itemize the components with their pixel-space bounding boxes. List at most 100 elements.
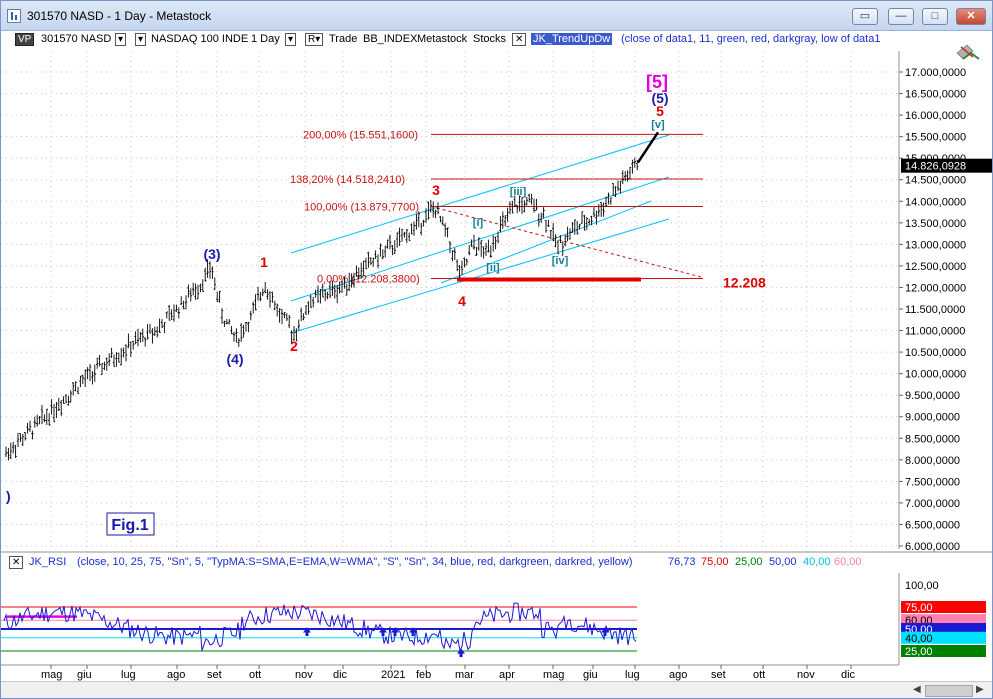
time-tick-label: mag bbox=[543, 669, 564, 681]
symbol-dropdown[interactable]: ▾ bbox=[115, 33, 127, 46]
wave-label-w2: 2 bbox=[290, 338, 298, 354]
indicator-name[interactable]: JK_TrendUpDw bbox=[531, 33, 613, 45]
rsi-level-tag bbox=[901, 601, 986, 613]
price-bar bbox=[470, 239, 473, 248]
price-bar bbox=[537, 213, 540, 227]
price-tick-label: 9.500,0000 bbox=[905, 390, 960, 402]
price-bar bbox=[67, 395, 70, 406]
rsi-up-arrow bbox=[379, 627, 387, 637]
time-tick-label: giu bbox=[583, 669, 598, 681]
price-bar bbox=[463, 257, 466, 268]
rsi-axis-100: 100,00 bbox=[905, 580, 939, 592]
price-bar bbox=[91, 371, 94, 385]
price-bar bbox=[494, 236, 497, 250]
chart-icon bbox=[7, 9, 21, 23]
price-bar bbox=[112, 354, 116, 367]
fib-label: 138,20% (14.518,2410) bbox=[290, 174, 405, 186]
remove-indicator-button[interactable]: ✕ bbox=[512, 33, 527, 46]
time-tick-label: feb bbox=[416, 669, 431, 681]
price-bar bbox=[568, 228, 572, 240]
rsi-name[interactable]: JK_RSI bbox=[29, 556, 67, 568]
price-tick-label: 17.000,0000 bbox=[905, 67, 966, 79]
channel-line bbox=[290, 218, 670, 334]
price-bar bbox=[607, 192, 610, 205]
minimize-button[interactable]: — bbox=[888, 8, 914, 25]
time-axis: mag giu lug ago set ott nov dic 2021 feb mar apr mag… bbox=[1, 664, 899, 681]
price-bar bbox=[307, 301, 310, 315]
scroll-thumb[interactable] bbox=[925, 685, 973, 697]
rsi-params: (close, 10, 25, 75, "Sn", 5, "TypMA:S=SM… bbox=[77, 556, 633, 568]
rsi-up-arrow bbox=[391, 627, 399, 637]
price-bar bbox=[420, 222, 423, 236]
price-bar bbox=[518, 195, 521, 212]
price-bar bbox=[172, 304, 176, 322]
price-bar bbox=[225, 319, 228, 325]
price-bar bbox=[580, 211, 584, 224]
price-bar bbox=[436, 202, 440, 215]
price-bar bbox=[405, 228, 408, 243]
price-bar bbox=[429, 199, 432, 213]
rsi-level-tag bbox=[901, 645, 986, 657]
scroll-left-arrow[interactable]: ◀ bbox=[913, 684, 921, 695]
price-bar bbox=[218, 290, 221, 303]
price-bar bbox=[199, 283, 202, 293]
price-bar bbox=[182, 300, 185, 310]
price-bar bbox=[64, 394, 68, 404]
price-bar bbox=[614, 185, 617, 198]
price-bar bbox=[103, 361, 106, 371]
trendline-dashed bbox=[430, 206, 704, 278]
price-bar bbox=[403, 231, 406, 238]
time-tick-label: mar bbox=[455, 669, 474, 681]
price-bar bbox=[300, 307, 303, 322]
price-bar bbox=[180, 296, 183, 305]
price-tick-label: 10.500,0000 bbox=[905, 347, 966, 359]
price-bar bbox=[24, 431, 27, 441]
price-bar bbox=[612, 183, 615, 197]
price-bar bbox=[576, 220, 579, 235]
title-bar[interactable]: 301570 NASD - 1 Day - Metastock ▭ — □ ✕ bbox=[1, 1, 992, 31]
fib-label: 0,00% (12.208,3800) bbox=[317, 273, 420, 285]
price-tick-label: 7.000,0000 bbox=[905, 498, 960, 510]
wave-label-w5: 5 bbox=[656, 103, 664, 119]
price-bar bbox=[283, 311, 286, 319]
price-bar bbox=[271, 291, 274, 303]
period-dropdown[interactable]: ▾ bbox=[285, 33, 297, 46]
bb-index-label: BB_INDEX bbox=[363, 33, 418, 45]
maximize-button[interactable]: □ bbox=[922, 8, 948, 25]
price-bar bbox=[276, 303, 279, 317]
drawing-tools-icon[interactable] bbox=[956, 44, 980, 60]
price-tick-label: 14.000,0000 bbox=[905, 196, 966, 208]
r-button[interactable]: R▾ bbox=[305, 33, 324, 46]
price-bar bbox=[559, 235, 562, 244]
price-bar bbox=[50, 399, 53, 415]
index-dropdown[interactable]: ▾ bbox=[135, 33, 147, 46]
grid bbox=[1, 51, 898, 549]
price-tick-label: 8.500,0000 bbox=[905, 433, 960, 445]
price-bar bbox=[232, 331, 236, 342]
restore-button[interactable]: ▭ bbox=[852, 8, 878, 25]
price-bar bbox=[540, 212, 543, 223]
vp-button[interactable]: VP bbox=[15, 33, 35, 46]
price-bar bbox=[573, 219, 576, 235]
price-bar bbox=[26, 422, 29, 434]
remove-rsi-button[interactable]: ✕ bbox=[9, 556, 24, 569]
price-bar bbox=[516, 204, 519, 214]
price-bar bbox=[552, 223, 555, 242]
price-bar bbox=[590, 215, 593, 226]
price-bar bbox=[432, 201, 435, 218]
chart-toolbar: VP 301570 NASD ▾ ▾ NASDAQ 100 INDE 1 Day… bbox=[1, 31, 992, 49]
price-bar bbox=[501, 211, 504, 229]
price-bar bbox=[206, 259, 209, 278]
price-bar bbox=[324, 288, 327, 302]
fibonacci-levels: 200,00% (15.551,1600) 138,20% (14.518,241… bbox=[290, 129, 766, 290]
scroll-bar[interactable]: ◀ ▶ bbox=[1, 681, 992, 698]
time-tick-label: 2021 bbox=[381, 669, 405, 681]
price-bar bbox=[328, 281, 332, 299]
price-bar bbox=[492, 235, 495, 252]
scroll-right-arrow[interactable]: ▶ bbox=[976, 684, 984, 695]
rsi-level-tag-label: 25,00 bbox=[905, 646, 933, 658]
close-button[interactable]: ✕ bbox=[956, 8, 986, 25]
price-bar bbox=[242, 324, 245, 338]
